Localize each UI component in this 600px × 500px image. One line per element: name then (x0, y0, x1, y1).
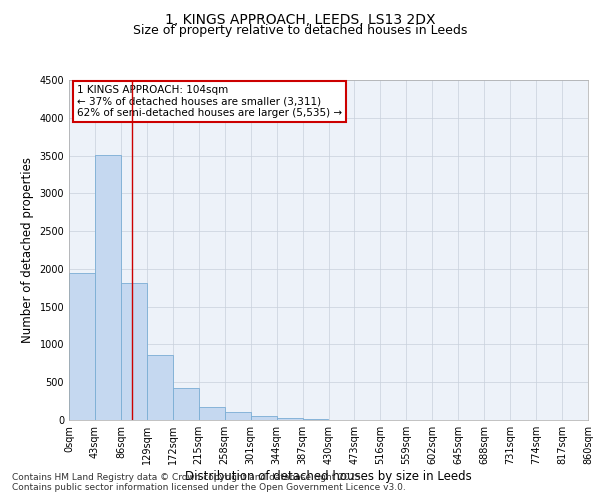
Bar (69, 272, 95, 420)
Bar (277, 418, 302, 420)
Bar (251, 416, 277, 420)
Bar (121, 283, 147, 420)
Text: 1, KINGS APPROACH, LEEDS, LS13 2DX: 1, KINGS APPROACH, LEEDS, LS13 2DX (165, 12, 435, 26)
Text: 1 KINGS APPROACH: 104sqm
← 37% of detached houses are smaller (3,311)
62% of sem: 1 KINGS APPROACH: 104sqm ← 37% of detach… (77, 85, 342, 118)
Bar (199, 407, 224, 420)
Y-axis label: Number of detached properties: Number of detached properties (21, 157, 34, 343)
Bar (224, 412, 251, 420)
Bar (147, 355, 173, 420)
X-axis label: Distribution of detached houses by size in Leeds: Distribution of detached houses by size … (185, 470, 472, 483)
Text: Size of property relative to detached houses in Leeds: Size of property relative to detached ho… (133, 24, 467, 37)
Text: Contains HM Land Registry data © Crown copyright and database right 2025.: Contains HM Land Registry data © Crown c… (12, 472, 364, 482)
Bar (173, 388, 199, 420)
Text: Contains public sector information licensed under the Open Government Licence v3: Contains public sector information licen… (12, 484, 406, 492)
Bar (95, 155, 121, 420)
